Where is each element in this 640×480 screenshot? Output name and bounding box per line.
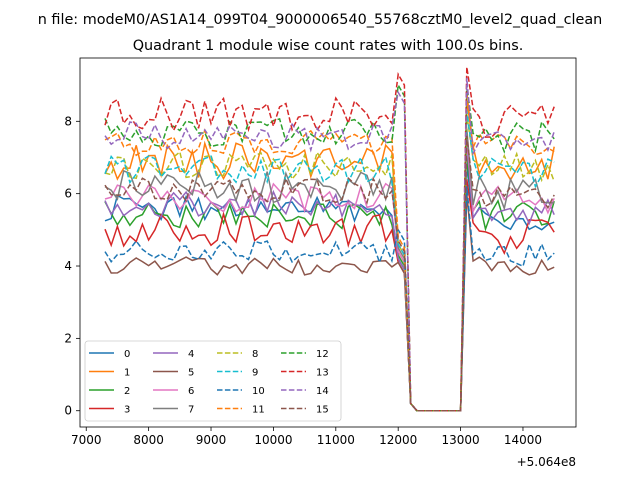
series-line-12 [104, 82, 555, 412]
series-line-2 [104, 157, 555, 412]
series-line-0 [104, 164, 555, 412]
legend-label-12: 12 [316, 349, 329, 360]
x-tick-label: 11000 [317, 433, 355, 447]
x-tick-label: 9000 [196, 433, 227, 447]
y-tick-label: 8 [64, 114, 72, 128]
series-line-4 [104, 142, 555, 412]
y-tick-label: 4 [64, 259, 72, 273]
x-offset-label: +5.064e8 [517, 455, 576, 469]
y-tick-label: 6 [64, 187, 72, 201]
legend-label-2: 2 [124, 386, 130, 397]
legend-label-3: 3 [124, 405, 130, 416]
legend-label-8: 8 [252, 349, 258, 360]
series-line-1 [104, 99, 555, 412]
legend-label-10: 10 [252, 386, 265, 397]
legend-label-6: 6 [188, 386, 194, 397]
legend-label-11: 11 [252, 405, 265, 416]
legend-label-4: 4 [188, 349, 194, 360]
x-tick-label: 12000 [379, 433, 417, 447]
series-line-5 [104, 193, 555, 412]
figure-suptitle: n file: modeM0/AS1A14_099T04_9000006540_… [38, 12, 603, 28]
series-line-8 [104, 113, 555, 412]
series-line-6 [104, 135, 555, 412]
plot-lines [104, 66, 555, 412]
series-line-7 [104, 128, 555, 412]
x-tick-label: 7000 [71, 433, 102, 447]
x-tick-label: 8000 [133, 433, 164, 447]
legend-box [84, 340, 342, 422]
x-axis: 7000 8000 9000 10000 11000 12000 13000 14000 [71, 427, 542, 447]
legend-label-7: 7 [188, 405, 194, 416]
series-line-10 [104, 186, 555, 412]
series-line-3 [104, 179, 555, 412]
series-line-9 [104, 110, 555, 412]
y-tick-label: 0 [64, 404, 72, 418]
legend-label-0: 0 [124, 349, 130, 360]
legend-label-9: 9 [252, 368, 258, 379]
x-tick-label: 13000 [441, 433, 479, 447]
series-line-15 [104, 135, 555, 412]
series-line-13 [104, 66, 555, 412]
series-line-14 [104, 77, 555, 412]
legend-label-1: 1 [124, 368, 130, 379]
axes-frame [79, 57, 577, 428]
legend-label-5: 5 [188, 368, 194, 379]
x-tick-label: 14000 [504, 433, 542, 447]
y-axis: 0 2 4 6 8 [64, 114, 80, 418]
chart-title: Quadrant 1 module wise count rates with … [133, 38, 524, 54]
x-tick-label: 10000 [254, 433, 292, 447]
y-tick-label: 2 [64, 331, 72, 345]
legend-label-14: 14 [316, 386, 329, 397]
legend-label-15: 15 [316, 405, 329, 416]
legend-label-13: 13 [316, 368, 329, 379]
